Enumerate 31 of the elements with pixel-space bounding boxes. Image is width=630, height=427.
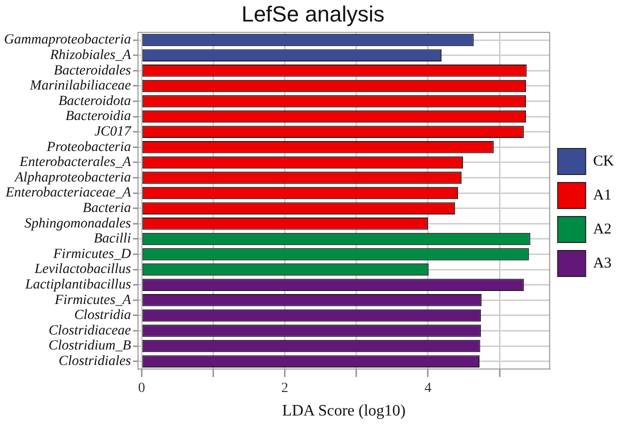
legend-label: A1 <box>593 187 612 204</box>
x-axis-title: LDA Score (log10) <box>282 402 406 420</box>
y-tick-label: Enterobacterales_A <box>18 155 132 170</box>
legend-label: CK <box>593 153 614 170</box>
y-tick-label: Bacteroidia <box>65 109 132 124</box>
y-tick-label: Clostridium_B <box>48 338 132 354</box>
x-tick-label: 2 <box>281 381 288 396</box>
legend-label: A3 <box>593 255 612 272</box>
y-tick-label: Levilactobacillus <box>34 262 132 278</box>
chart-title: LefSe analysis <box>241 1 385 26</box>
y-tick-label: Clostridiaceae <box>48 323 132 338</box>
legend-label: A2 <box>593 221 612 238</box>
y-tick-label: Enterobacteriaceae_A <box>4 186 132 201</box>
y-tick-label: Gammaproteobacteria <box>4 32 132 48</box>
y-tick-label: Alphaproteobacteria <box>14 170 132 186</box>
y-tick-label: Lactiplantibacillus <box>24 278 132 293</box>
y-tick-label: Clostridia <box>74 308 132 324</box>
y-tick-label: Clostridiales <box>58 354 132 370</box>
y-tick-label: Sphingomonadales <box>24 216 132 232</box>
y-tick-label: Marinilabiliaceae <box>28 78 132 94</box>
x-tick-label: 4 <box>424 381 432 396</box>
y-tick-label: Rhizobiales_A <box>49 48 132 64</box>
y-tick-label: Proteobacteria <box>46 140 132 155</box>
y-tick-label: Bacteroidota <box>58 94 132 109</box>
x-tick-label: 0 <box>138 381 146 396</box>
y-tick-label: JC017 <box>94 124 132 140</box>
y-tick-label: Bacilli <box>94 232 132 247</box>
y-tick-label: Firmicutes_A <box>54 292 132 308</box>
y-tick-label: Firmicutes_D <box>52 246 132 262</box>
y-tick-label: Bacteria <box>82 201 132 216</box>
y-tick-label: Bacteroidales <box>54 63 132 78</box>
